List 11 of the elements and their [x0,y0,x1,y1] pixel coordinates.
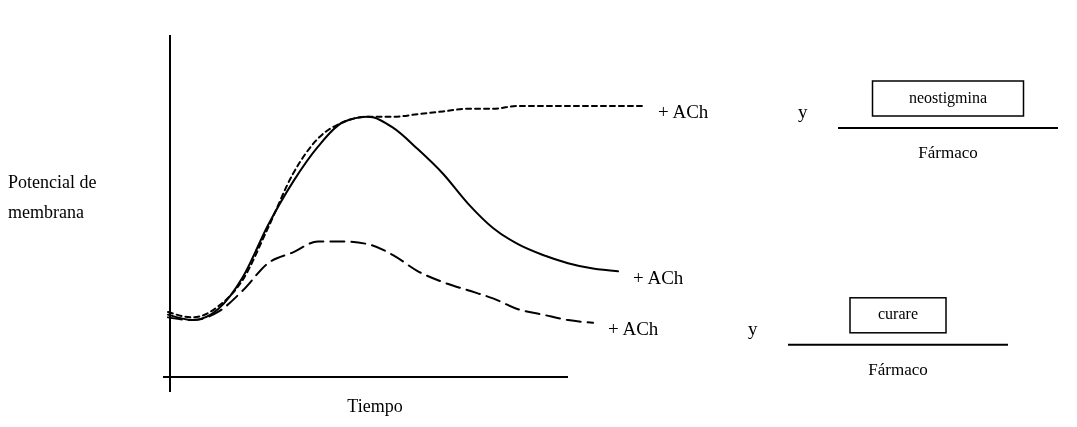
text: Fármaco [868,359,928,379]
y-axis-title: Potencial de membrana [8,172,97,222]
text: Fármaco [918,142,978,162]
series-label: + ACh [633,266,684,288]
x-axis-title: Tiempo [347,396,403,416]
text: y [748,318,758,340]
text: neostigmina [908,88,988,107]
text: curare [878,305,918,323]
series-label: + ACh [658,101,709,123]
text: y [798,101,808,123]
series-label: + ACh [608,318,659,340]
